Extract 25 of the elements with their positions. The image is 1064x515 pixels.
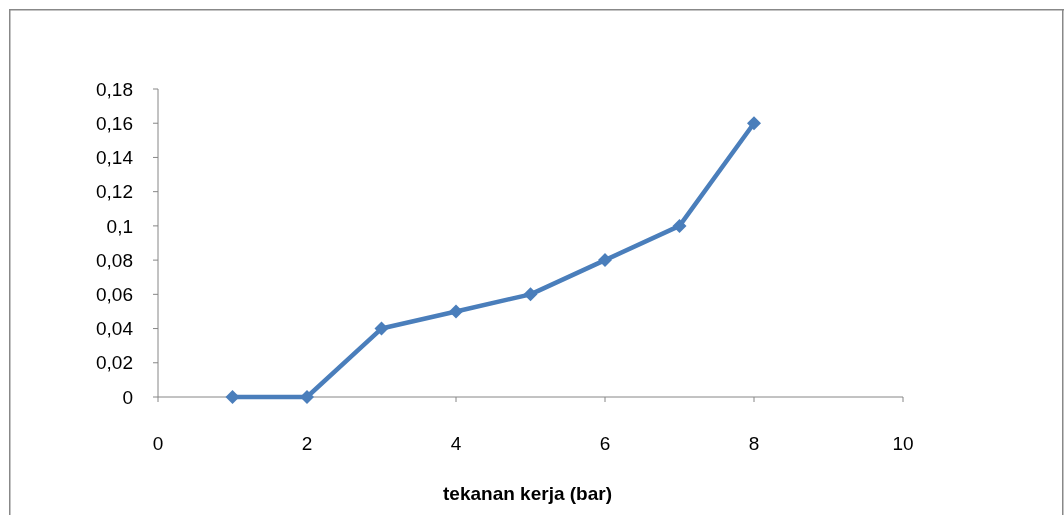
y-tick-label: 0,04 <box>96 318 134 340</box>
point <box>300 390 314 404</box>
x-tick-label: 2 <box>301 433 313 454</box>
x-tick-label: 8 <box>748 433 760 454</box>
point <box>523 287 538 302</box>
y-tick-label: 0,18 <box>96 78 133 100</box>
y-tick-label: 0,16 <box>96 112 133 134</box>
y-tick-label: 0 <box>122 386 133 408</box>
point <box>225 390 240 404</box>
point <box>374 321 389 336</box>
x-axis-title: tekanan kerja (bar) <box>443 483 612 504</box>
point <box>672 218 687 233</box>
point <box>449 304 463 319</box>
x-tick-label: 0 <box>152 433 164 454</box>
point <box>747 116 761 131</box>
point <box>598 253 612 268</box>
y-tick-label: 0,14 <box>96 147 134 169</box>
y-tick-label: 0,12 <box>96 181 133 203</box>
x-tick-label: 6 <box>599 433 611 454</box>
y-tick-label: 0,06 <box>96 283 133 305</box>
x-tick-label: 10 <box>892 433 914 454</box>
y-tick-label: 0,1 <box>106 215 133 237</box>
x-tick-label: 4 <box>450 433 462 454</box>
y-tick-label: 0,08 <box>96 249 133 271</box>
y-tick-label: 0,02 <box>96 352 133 374</box>
